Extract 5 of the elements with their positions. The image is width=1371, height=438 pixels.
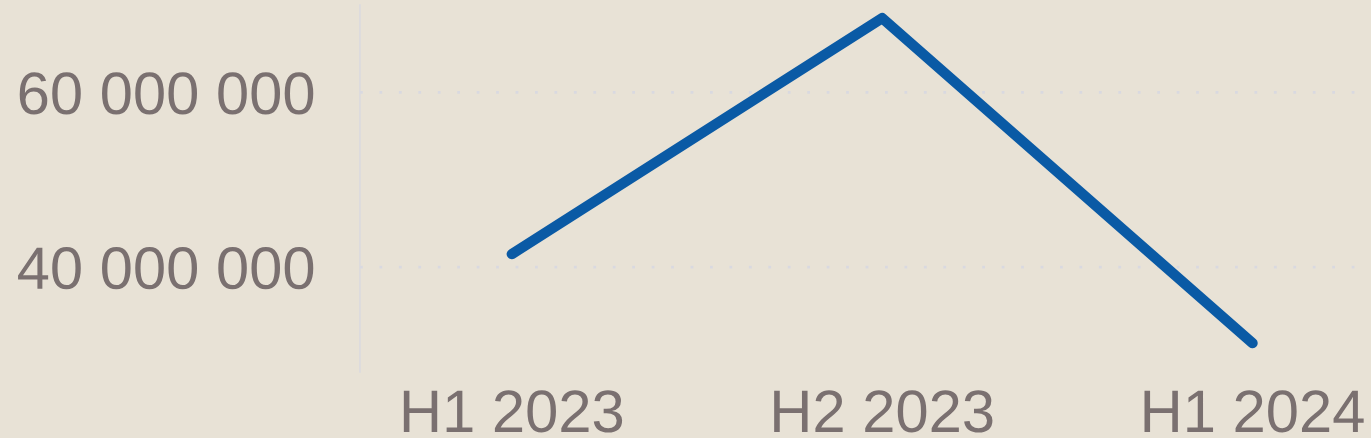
x-tick-label: H1 2024 bbox=[1144, 390, 1364, 433]
x-tick-label: H1 2023 bbox=[403, 390, 623, 433]
y-tick-label: 40 000 000 bbox=[18, 247, 314, 290]
x-tick-label: H2 2023 bbox=[774, 390, 993, 433]
y-tick-label: 60 000 000 bbox=[19, 72, 314, 115]
